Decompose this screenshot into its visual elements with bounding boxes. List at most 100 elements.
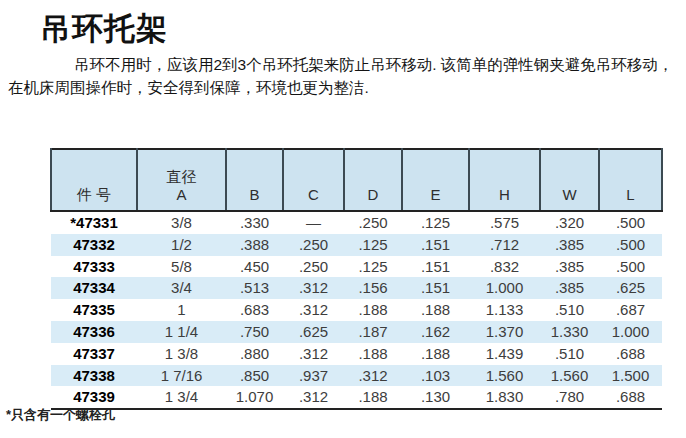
dimension-cell: .688	[599, 343, 662, 365]
part-number-cell: 47338	[51, 365, 137, 387]
dimension-cell: .688	[599, 386, 662, 409]
column-header-b: B	[226, 149, 283, 211]
table-row: 473381 7/16.850.937.312.1031.5601.5601.5…	[51, 365, 662, 387]
dimension-cell: .780	[540, 386, 599, 409]
dimension-cell: .312	[283, 299, 344, 321]
dimension-cell: .385	[540, 256, 599, 278]
dimension-cell: .510	[540, 343, 599, 365]
spec-table: 件 号 直径 A B C D E	[50, 148, 663, 410]
dimension-cell: .151	[402, 234, 469, 256]
table-row: 473371 3/8.880.312.188.1881.439.510.688	[51, 343, 662, 365]
dimension-cell: .130	[402, 386, 469, 409]
dimension-cell: 1.500	[599, 365, 662, 387]
part-number-cell: 47336	[51, 321, 137, 343]
dimension-cell: .625	[599, 277, 662, 299]
dimension-cell: .330	[226, 211, 283, 234]
column-header-label: 件 号	[77, 186, 111, 203]
dimension-cell: .575	[469, 211, 540, 234]
dimension-cell: 5/8	[137, 256, 226, 278]
column-header-c: C	[283, 149, 344, 211]
dimension-cell: .188	[402, 299, 469, 321]
dimension-cell: .513	[226, 277, 283, 299]
dimension-cell: 1/2	[137, 234, 226, 256]
dimension-cell: 1 3/8	[137, 343, 226, 365]
dimension-cell: .162	[402, 321, 469, 343]
part-number-cell: 47337	[51, 343, 137, 365]
dimension-cell: .687	[599, 299, 662, 321]
catalog-page: 吊环托架 吊环不用时，应该用2到3个吊环托架来防止吊环移动. 该简单的弹性钢夹避…	[0, 0, 686, 438]
spec-table-header: 件 号 直径 A B C D E	[51, 149, 662, 211]
dimension-cell: 1.439	[469, 343, 540, 365]
dimension-cell: 1.560	[469, 365, 540, 387]
dimension-cell: .312	[283, 343, 344, 365]
column-header-diameter-a: 直径 A	[137, 149, 226, 211]
dimension-cell: .250	[283, 256, 344, 278]
dimension-cell: 1 3/4	[137, 386, 226, 409]
dimension-cell: .937	[283, 365, 344, 387]
dimension-cell: .388	[226, 234, 283, 256]
column-header-w: W	[540, 149, 599, 211]
dimension-cell: .880	[226, 343, 283, 365]
dimension-cell: .188	[344, 386, 402, 409]
dimension-cell: .151	[402, 277, 469, 299]
dimension-cell: —	[283, 211, 344, 234]
dimension-cell: .312	[344, 365, 402, 387]
dimension-cell: .320	[540, 211, 599, 234]
part-number-cell: *47331	[51, 211, 137, 234]
dimension-cell: .450	[226, 256, 283, 278]
dimension-cell: 1.330	[540, 321, 599, 343]
dimension-cell: .312	[283, 386, 344, 409]
dimension-cell: .156	[344, 277, 402, 299]
dimension-cell: .712	[469, 234, 540, 256]
dimension-cell: .500	[599, 234, 662, 256]
dimension-cell: .832	[469, 256, 540, 278]
dimension-cell: 1.000	[469, 277, 540, 299]
column-header-e: E	[402, 149, 469, 211]
dimension-cell: .750	[226, 321, 283, 343]
dimension-cell: .187	[344, 321, 402, 343]
dimension-cell: .385	[540, 234, 599, 256]
dimension-cell: .850	[226, 365, 283, 387]
table-row: 473351.683.312.188.1881.133.510.687	[51, 299, 662, 321]
dimension-cell: .188	[344, 299, 402, 321]
table-row: 473343/4.513.312.156.1511.000.385.625	[51, 277, 662, 299]
footnote: *只含有一个螺栓孔	[6, 406, 115, 424]
table-row: 473335/8.450.250.125.151.832.385.500	[51, 256, 662, 278]
column-header-label: B	[249, 186, 259, 203]
dimension-cell: .250	[344, 211, 402, 234]
column-header-l: L	[599, 149, 662, 211]
dimension-cell: .125	[402, 211, 469, 234]
column-header-label: H	[499, 186, 510, 203]
dimension-cell: 1.560	[540, 365, 599, 387]
dimension-cell: 1	[137, 299, 226, 321]
dimension-cell: .312	[283, 277, 344, 299]
column-header-label: L	[626, 186, 634, 203]
column-header-label: D	[368, 186, 379, 203]
spec-table-body: *473313/8.330—.250.125.575.320.500473321…	[51, 211, 662, 409]
table-row: *473313/8.330—.250.125.575.320.500	[51, 211, 662, 234]
dimension-cell: .683	[226, 299, 283, 321]
dimension-cell: .500	[599, 256, 662, 278]
dimension-cell: 3/8	[137, 211, 226, 234]
dimension-cell: 1.070	[226, 386, 283, 409]
intro-paragraph: 吊环不用时，应该用2到3个吊环托架来防止吊环移动. 该简单的弹性钢夹避免吊环移动…	[8, 54, 678, 99]
column-header-h: H	[469, 149, 540, 211]
dimension-cell: .188	[344, 343, 402, 365]
part-number-cell: 47333	[51, 256, 137, 278]
table-row: 473321/2.388.250.125.151.712.385.500	[51, 234, 662, 256]
dimension-cell: .500	[599, 211, 662, 234]
table-row: 473391 3/41.070.312.188.1301.830.780.688	[51, 386, 662, 409]
column-header-label: C	[308, 186, 319, 203]
dimension-cell: .151	[402, 256, 469, 278]
dimension-cell: 1.000	[599, 321, 662, 343]
dimension-cell: .250	[283, 234, 344, 256]
dimension-cell: 1.133	[469, 299, 540, 321]
table-row: 473361 1/4.750.625.187.1621.3701.3301.00…	[51, 321, 662, 343]
dimension-cell: 3/4	[137, 277, 226, 299]
dimension-cell: .385	[540, 277, 599, 299]
column-header-label: W	[562, 186, 576, 203]
dimension-cell: .188	[402, 343, 469, 365]
dimension-cell: 1 1/4	[137, 321, 226, 343]
dimension-cell: 1.370	[469, 321, 540, 343]
dimension-cell: .625	[283, 321, 344, 343]
